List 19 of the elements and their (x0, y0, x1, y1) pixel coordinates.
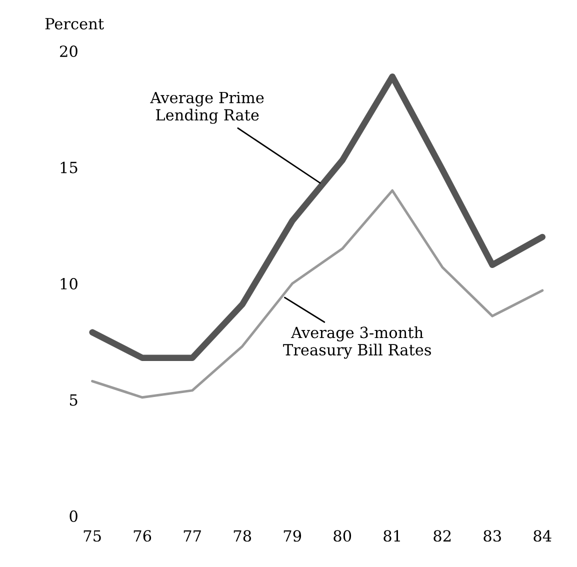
y-tick-label: 0 (70, 510, 78, 522)
x-tick-label: 77 (184, 530, 201, 542)
x-tick-label: 82 (434, 530, 451, 542)
annotation: Average Prime Lending Rate (150, 92, 264, 124)
x-tick-label: 84 (534, 530, 552, 542)
y-tick-label: 20 (60, 45, 78, 58)
annotation: Average 3-month Treasury Bill Rates (283, 326, 431, 359)
x-tick-label: 78 (234, 530, 252, 542)
y-tick-label: 10 (60, 278, 78, 290)
y-tick-label: 5 (70, 394, 78, 406)
y-tick-label: 15 (60, 162, 78, 174)
y-axis-title: Percent (45, 18, 104, 30)
x-tick-label: 76 (134, 530, 152, 542)
x-tick-label: 79 (284, 530, 302, 542)
x-tick-label: 83 (484, 530, 501, 542)
x-tick-label: 81 (384, 530, 400, 542)
x-tick-label: 80 (334, 530, 352, 542)
line-series (91, 189, 544, 399)
x-tick-label: 75 (84, 530, 101, 542)
